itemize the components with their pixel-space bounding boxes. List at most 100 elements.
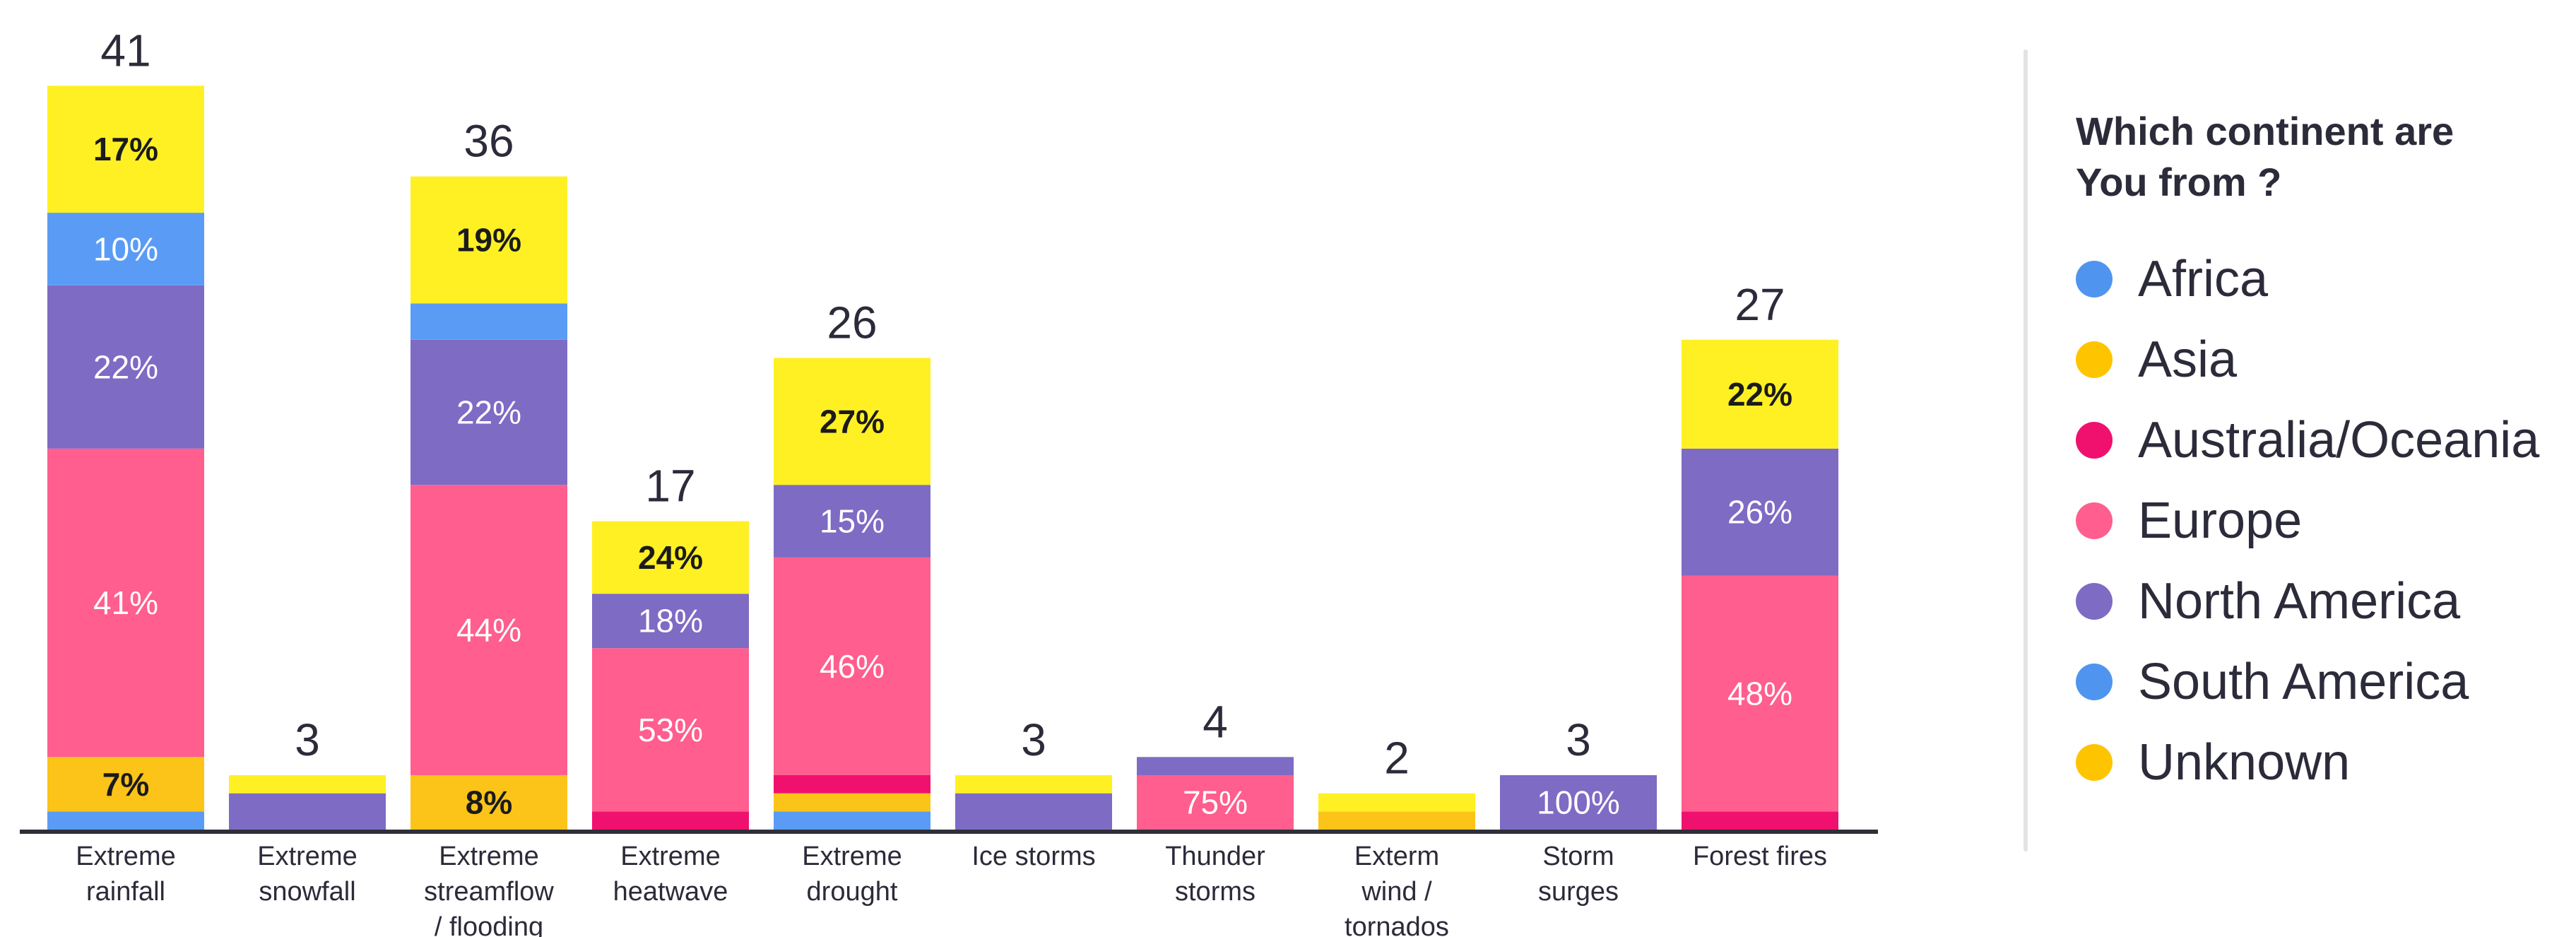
bar-segment-europe [1137,774,1294,830]
segment-label: 22% [1727,376,1792,413]
legend-dot-asia [2076,341,2113,378]
bar-segment-north-america [774,485,930,558]
x-tick-label: heatwave [613,877,728,907]
x-tick-label: surges [1538,877,1619,907]
x-axis-labels-group: Extreme rainfall Extreme snowfall Extreme str… [76,842,1827,937]
bar-segment-unknown [774,358,930,485]
bar-total-label: 36 [463,116,514,167]
legend-label-australia-oceania: Australia/Oceania [2138,412,2540,469]
segment-label: 7% [102,766,149,803]
legend-dot-north-america [2076,583,2113,620]
legend-label-south-america: South America [2138,654,2469,710]
legend-label-africa: Africa [2138,251,2269,307]
bar-segment-north-america [229,793,386,830]
bar-segment-north-america [47,285,204,449]
bar-segment-north-america [955,793,1112,830]
bar-segment-asia [47,757,204,812]
x-tick-label: tornados [1345,912,1449,937]
legend-item-asia: Asia [2076,319,2539,400]
x-tick-label: streamflow [424,877,554,907]
x-tick-label: Extreme [76,842,175,871]
x-tick-label: / flooding [435,912,543,937]
legend-label-unknown: Unknown [2138,734,2351,791]
bar-segment-unknown [229,774,386,794]
legend-title: Which continent are You from ? [2076,109,2454,204]
bar-total-label: 3 [295,714,320,765]
legend-dot-south-america [2076,664,2113,700]
segment-label: 46% [820,648,885,685]
legend-dot-australia-oceania [2076,422,2113,459]
total-labels-group: 41 3 36 17 26 3 4 2 3 27 [100,25,1785,783]
bars-group [47,86,1838,830]
bar-segment-north-america [1500,774,1657,830]
bar-segment-south-america [47,213,204,285]
legend-item-north-america: North America [2076,561,2539,642]
bar-segment-asia [1318,811,1475,830]
segment-label: 26% [1727,494,1792,531]
bar-segment-north-america [592,594,749,649]
bar-segment-unknown [955,774,1112,794]
legend-item-unknown: Unknown [2076,722,2539,803]
segment-label: 15% [820,503,885,540]
legend-item-africa: Africa [2076,239,2539,319]
segment-label: 48% [1727,675,1792,712]
bar-segment-europe [774,557,930,775]
bar-total-label: 3 [1566,714,1591,765]
segment-label: 100% [1537,784,1620,820]
bar-segment-unknown [410,176,567,304]
legend-list: Africa Asia Australia/Oceania Europe Nor… [2076,239,2539,803]
bar-segment-europe [1682,575,1838,812]
bar-total-label: 26 [827,297,877,348]
x-tick-label: wind / [1361,877,1432,907]
legend-label-asia: Asia [2138,331,2238,388]
x-tick-label: drought [807,877,898,907]
x-axis-line [20,830,1878,834]
bar-segment-north-america [1682,448,1838,576]
segment-label: 18% [638,603,703,640]
bar-total-label: 4 [1203,696,1228,747]
segment-label: 41% [93,584,158,621]
segment-label: 22% [456,394,521,430]
bar-segment-australia-oceania [592,811,749,830]
legend-item-europe: Europe [2076,481,2539,561]
x-tick-label: rainfall [86,877,165,907]
x-tick-label: Ice storms [971,842,1095,871]
x-tick-label: Extreme [257,842,357,871]
segment-label: 17% [93,131,158,167]
legend-item-australia-oceania: Australia/Oceania [2076,400,2539,481]
segment-label: 53% [638,712,703,748]
bar-total-label: 27 [1735,279,1785,330]
bar-segment-europe [47,448,204,758]
bar-segment-north-america [410,339,567,485]
segment-label: 27% [820,403,885,440]
legend-item-south-america: South America [2076,642,2539,722]
segment-label: 8% [466,784,512,820]
legend-label-north-america: North America [2138,573,2461,630]
bar-segment-unknown [592,521,749,594]
legend: Which continent are You from ? Africa As… [2076,106,2539,803]
bar-segment-australia-oceania [1682,811,1838,830]
legend-dot-unknown [2076,744,2113,781]
legend-label-europe: Europe [2138,493,2303,549]
segment-label: 22% [93,348,158,385]
bar-segment-europe [592,648,749,812]
x-tick-label: Extreme [439,842,538,871]
segment-label: 10% [93,230,158,267]
bar-total-label: 3 [1021,714,1046,765]
segment-labels-group: 7% 41% 22% 10% 17% 8% 44% 22% 19% 53% 18% 24% 46% 15%… [93,131,1792,820]
x-tick-label: storms [1175,877,1255,907]
bar-segment-europe [410,485,567,775]
bar-segment-unknown [1318,793,1475,812]
legend-dot-europe [2076,502,2113,539]
bar-total-label: 2 [1384,733,1410,784]
bar-segment-asia [774,793,930,812]
x-tick-label: Thunder [1165,842,1265,871]
bar-segment-africa [774,811,930,830]
x-tick-label: Storm [1542,842,1614,871]
legend-divider [2023,49,2028,851]
bar-segment-asia [410,774,567,830]
bar-total-label: 41 [100,25,150,76]
bar-segment-africa [47,811,204,830]
bar-segment-south-america [410,303,567,340]
bar-total-label: 17 [645,461,695,512]
